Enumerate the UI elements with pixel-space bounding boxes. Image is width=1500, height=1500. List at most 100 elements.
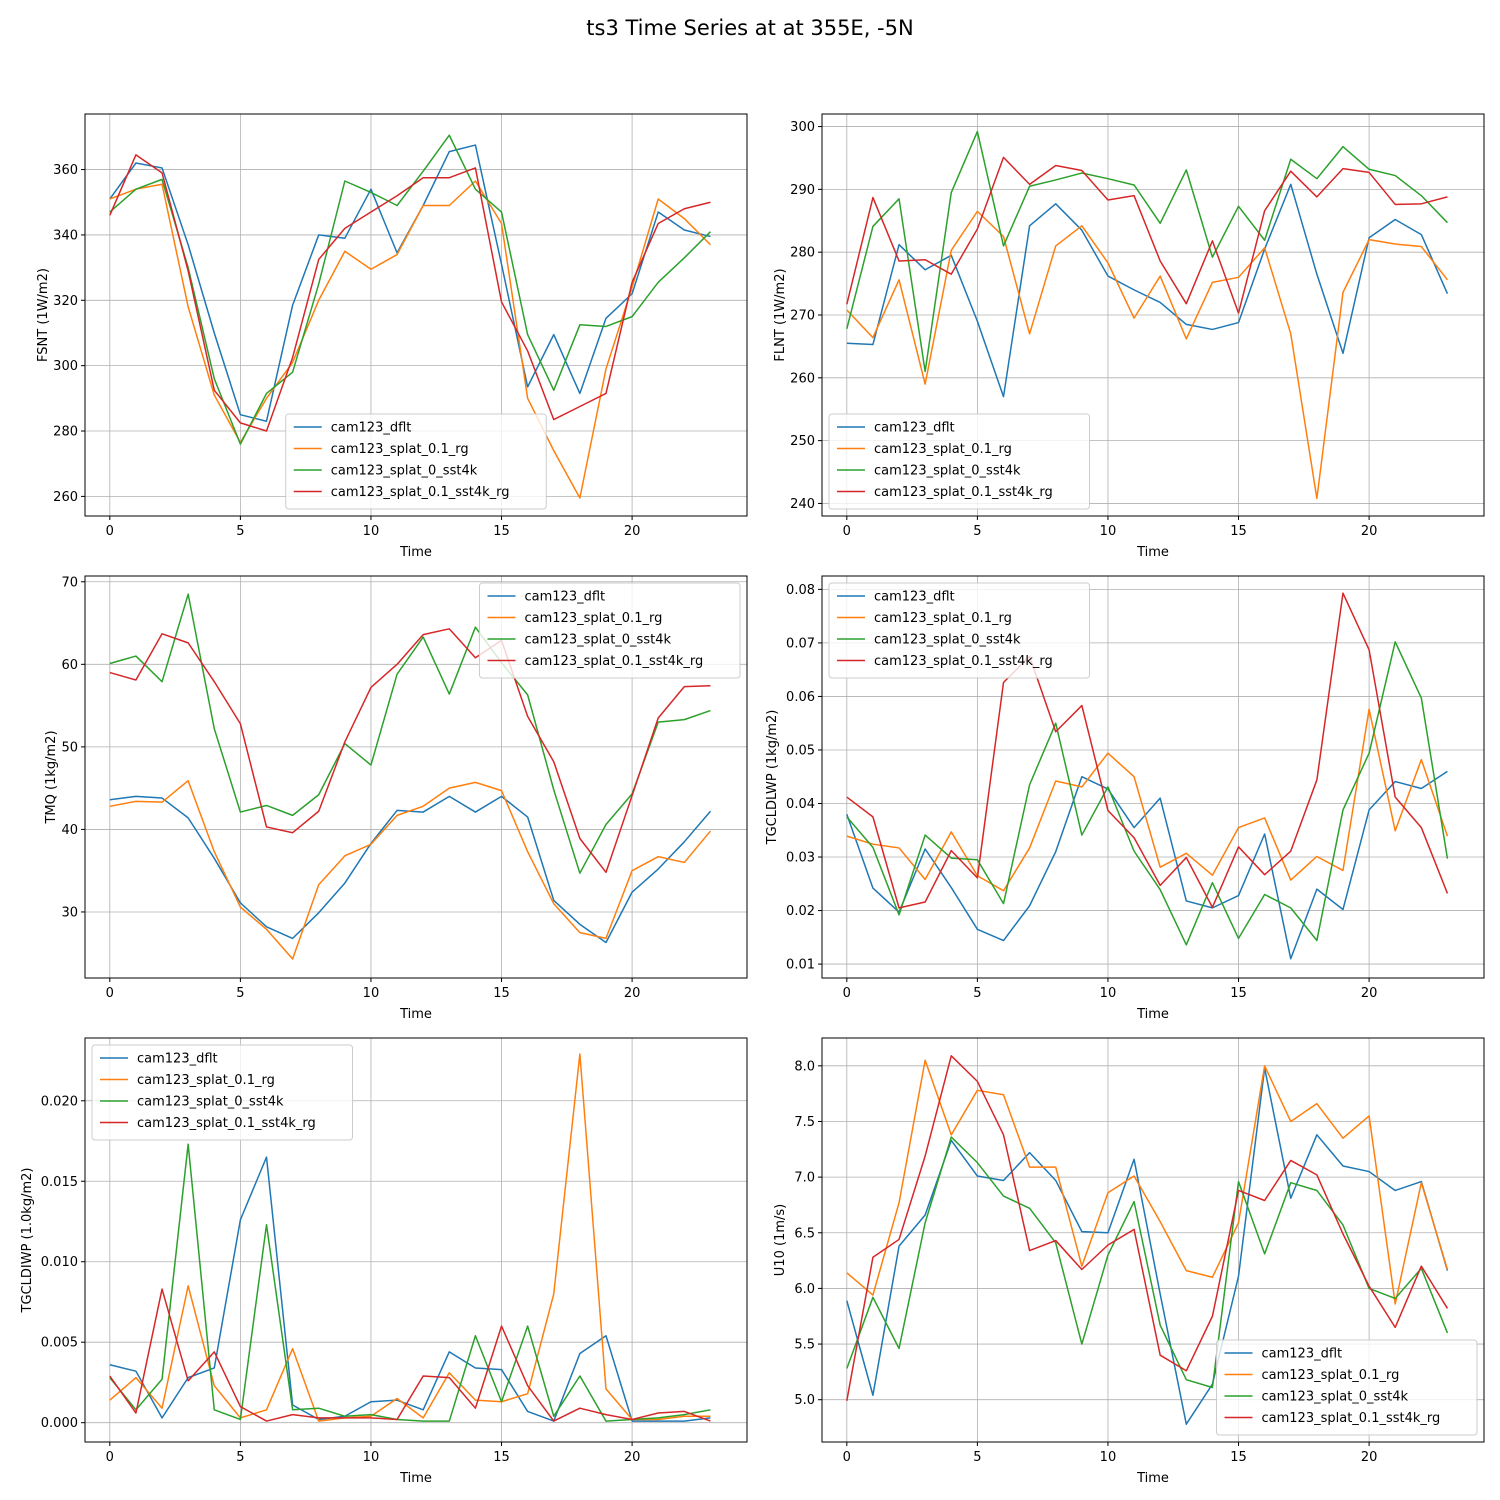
legend-label: cam123_dflt: [874, 590, 955, 605]
legend-label: cam123_splat_0_sst4k: [874, 633, 1021, 648]
legend-label: cam123_splat_0.1_sst4k_rg: [874, 485, 1053, 500]
legend-box: [285, 413, 547, 510]
legend-label: cam123_splat_0.1_rg: [137, 1073, 275, 1088]
axes-frame: [84, 1037, 748, 1443]
legend-box: [91, 1044, 353, 1141]
x-axis-label: Time: [399, 545, 432, 560]
x-tick-label: 10: [363, 524, 380, 539]
legend-box: [479, 582, 741, 679]
y-tick-label: 30: [61, 905, 78, 920]
legend-box: [828, 582, 1090, 679]
y-tick-label: 0.020: [41, 1094, 78, 1109]
legend-label: cam123_dflt: [874, 421, 955, 436]
legend-label: cam123_dflt: [137, 1052, 218, 1067]
x-tick-label: 20: [624, 1450, 641, 1465]
y-tick-label: 0.08: [786, 583, 815, 598]
x-axis-label: Time: [399, 1007, 432, 1022]
legend-label: cam123_splat_0.1_rg: [331, 442, 469, 457]
x-tick-label: 0: [106, 1450, 114, 1465]
legend-label: cam123_splat_0.1_rg: [525, 611, 663, 626]
x-tick-label: 10: [1100, 524, 1117, 539]
series-line-1: [109, 795, 712, 944]
y-tick-label: 280: [53, 425, 78, 440]
x-tick-label: 15: [493, 1450, 510, 1465]
y-tick-label: 7.5: [794, 1115, 815, 1130]
axes-frame: [821, 1037, 1485, 1443]
y-tick-label: 260: [790, 371, 815, 386]
y-tick-label: 8.0: [794, 1059, 815, 1074]
legend-label: cam123_splat_0_sst4k: [137, 1095, 284, 1110]
y-tick-label: 0.005: [41, 1336, 78, 1351]
series-line-1: [846, 770, 1448, 960]
legend-label: cam123_dflt: [1262, 1347, 1343, 1362]
series-line-2: [846, 708, 1449, 892]
y-axis-label: FSNT (1W/m2): [36, 268, 51, 362]
legend-label: cam123_splat_0_sst4k: [525, 633, 672, 648]
legend-label: cam123_splat_0.1_rg: [1262, 1368, 1400, 1383]
y-axis-label: U10 (1m/s): [773, 1204, 788, 1276]
y-tick-label: 0.02: [786, 904, 815, 919]
y-tick-label: 40: [61, 823, 78, 838]
x-axis-label: Time: [399, 1471, 432, 1486]
series-line-3: [109, 593, 711, 874]
y-tick-label: 320: [53, 294, 78, 309]
y-tick-label: 300: [53, 359, 78, 374]
x-tick-label: 5: [973, 1450, 981, 1465]
axes-frame: [84, 575, 748, 979]
legend-label: cam123_dflt: [525, 590, 606, 605]
y-tick-label: 340: [53, 228, 78, 243]
legend-label: cam123_splat_0.1_sst4k_rg: [874, 654, 1053, 669]
legend-label: cam123_splat_0_sst4k: [874, 464, 1021, 479]
series-line-2: [846, 1059, 1449, 1305]
x-tick-label: 15: [493, 986, 510, 1001]
legend-label: cam123_splat_0_sst4k: [1262, 1390, 1409, 1405]
y-tick-label: 0.07: [786, 636, 815, 651]
legend: cam123_dflt cam123_splat_0.1_rg cam123_spl…: [1216, 1339, 1478, 1436]
axes-frame: [84, 113, 748, 517]
x-tick-label: 10: [1100, 1450, 1117, 1465]
y-tick-label: 60: [61, 658, 78, 673]
x-tick-label: 20: [1361, 524, 1378, 539]
y-tick-label: 260: [53, 490, 78, 505]
x-tick-label: 0: [843, 1450, 851, 1465]
y-tick-label: 7.0: [794, 1171, 815, 1186]
y-tick-label: 0.01: [786, 958, 815, 973]
y-axis-label: FLNT (1W/m2): [773, 268, 788, 361]
y-axis-label: TGCLDLWP (1kg/m2): [765, 710, 780, 846]
x-tick-label: 5: [973, 986, 981, 1001]
legend-label: cam123_splat_0.1_sst4k_rg: [1262, 1411, 1441, 1426]
x-tick-label: 10: [363, 986, 380, 1001]
axes-frame: [821, 575, 1485, 979]
y-tick-label: 0.04: [786, 797, 815, 812]
x-tick-label: 0: [843, 986, 851, 1001]
legend-label: cam123_dflt: [331, 421, 412, 436]
x-tick-label: 10: [363, 1450, 380, 1465]
x-axis-label: Time: [1136, 1471, 1169, 1486]
legend: cam123_dflt cam123_splat_0.1_rg cam123_spl…: [479, 582, 741, 679]
y-tick-label: 300: [790, 120, 815, 135]
legend: cam123_dflt cam123_splat_0.1_rg cam123_spl…: [91, 1044, 353, 1141]
series-line-4: [846, 1055, 1449, 1401]
chart-tgcldlwp: 0 5 10 15 20 0.01 0.02 0.03 0.04 0.05 0.06 0.07 0.08…: [765, 575, 1485, 1022]
x-tick-label: 15: [1230, 1450, 1247, 1465]
series-line-3: [846, 1136, 1449, 1389]
x-axis-label: Time: [1136, 1007, 1169, 1022]
y-tick-label: 6.5: [794, 1226, 815, 1241]
legend-box: [1216, 1339, 1478, 1436]
legend: cam123_dflt cam123_splat_0.1_rg cam123_spl…: [828, 582, 1090, 679]
x-tick-label: 5: [236, 986, 244, 1001]
series-line-4: [109, 154, 711, 432]
x-tick-label: 20: [624, 986, 641, 1001]
y-tick-label: 280: [790, 246, 815, 261]
legend-label: cam123_splat_0.1_sst4k_rg: [525, 654, 704, 669]
chart-tgcldiwp: 0 5 10 15 20 0.000 0.005 0.010 0.015 0.020 Time TGC…: [20, 1037, 748, 1486]
chart-tmq: 0 5 10 15 20 30 40 50 60 70 Time TMQ (1kg/m2) cam123…: [44, 575, 748, 1022]
y-tick-label: 0.06: [786, 690, 815, 705]
figure-title: ts3 Time Series at at 355E, -5N: [586, 16, 914, 40]
x-tick-label: 0: [843, 524, 851, 539]
y-axis-label: TMQ (1kg/m2): [44, 730, 59, 824]
legend-box: [828, 413, 1090, 510]
series-line-4: [109, 628, 711, 874]
y-tick-label: 290: [790, 183, 815, 198]
